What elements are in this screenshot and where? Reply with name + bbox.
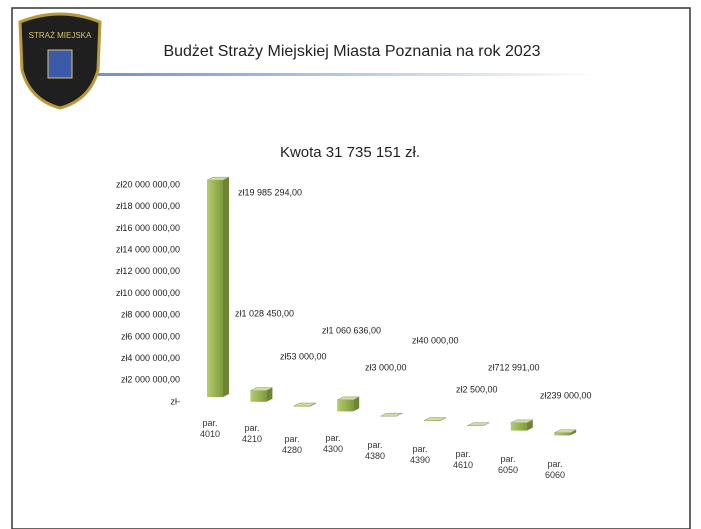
y-tick-label: zł4 000 000,00 bbox=[121, 353, 180, 363]
value-label: zł1 028 450,00 bbox=[235, 308, 294, 318]
x-tick-label: par. 4380 bbox=[364, 440, 386, 461]
x-tick-label: par. 4210 bbox=[241, 423, 263, 444]
value-label: zł40 000,00 bbox=[412, 335, 459, 345]
x-tick-label: par. 4280 bbox=[281, 434, 303, 455]
bar-side bbox=[223, 177, 229, 397]
value-label: zł53 000,00 bbox=[280, 351, 327, 361]
value-label: zł1 060 636,00 bbox=[322, 325, 381, 335]
header-title: Budżet Straży Miejskiej Miasta Poznania … bbox=[163, 43, 540, 60]
logo-text: STRAŻ MIEJSKA bbox=[29, 31, 92, 40]
y-tick-label: zł18 000 000,00 bbox=[116, 201, 180, 211]
y-tick-label: zł2 000 000,00 bbox=[121, 375, 180, 385]
bar bbox=[554, 432, 571, 436]
bar-top bbox=[250, 387, 273, 391]
y-tick-label: zł12 000 000,00 bbox=[116, 266, 180, 276]
value-label: zł19 985 294,00 bbox=[238, 187, 302, 197]
bar bbox=[510, 422, 527, 431]
bar-top bbox=[293, 402, 316, 407]
value-label: zł239 000,00 bbox=[540, 390, 592, 400]
bar bbox=[337, 399, 354, 412]
bar-side bbox=[266, 387, 273, 402]
slide-frame bbox=[11, 7, 691, 529]
x-tick-label: par. 6060 bbox=[544, 459, 566, 480]
bar-top bbox=[467, 422, 490, 427]
x-tick-label: par. 4010 bbox=[199, 418, 221, 439]
chart-title: Kwota 31 735 151 zł. bbox=[280, 144, 420, 161]
bar-side bbox=[526, 419, 533, 431]
x-tick-label: par. 4390 bbox=[409, 444, 431, 465]
x-tick-label: par. 4610 bbox=[452, 449, 474, 470]
y-tick-label: zł10 000 000,00 bbox=[116, 288, 180, 298]
x-tick-label: par. 6050 bbox=[497, 454, 519, 475]
x-tick-label: par. 4300 bbox=[322, 433, 344, 454]
bar-top bbox=[423, 417, 447, 421]
bar bbox=[293, 406, 310, 407]
y-tick-label: zł14 000 000,00 bbox=[116, 244, 180, 254]
bar bbox=[207, 180, 223, 397]
y-tick-label: zł- bbox=[171, 396, 181, 406]
bar-side bbox=[353, 396, 360, 412]
bar bbox=[250, 390, 267, 402]
value-label: zł2 500,00 bbox=[456, 384, 498, 394]
bar-top bbox=[510, 419, 533, 424]
logo: STRAŻ MIEJSKA bbox=[18, 12, 102, 110]
y-tick-label: zł20 000 000,00 bbox=[116, 179, 180, 189]
y-tick-label: zł8 000 000,00 bbox=[121, 310, 180, 320]
bar-top bbox=[337, 396, 360, 401]
value-label: zł712 991,00 bbox=[488, 362, 540, 372]
y-tick-label: zł16 000 000,00 bbox=[116, 223, 180, 233]
bar-top bbox=[380, 412, 403, 417]
y-tick-label: zł6 000 000,00 bbox=[121, 331, 180, 341]
bar-side bbox=[570, 429, 577, 436]
value-label: zł3 000,00 bbox=[365, 362, 407, 372]
header-line bbox=[80, 73, 600, 76]
